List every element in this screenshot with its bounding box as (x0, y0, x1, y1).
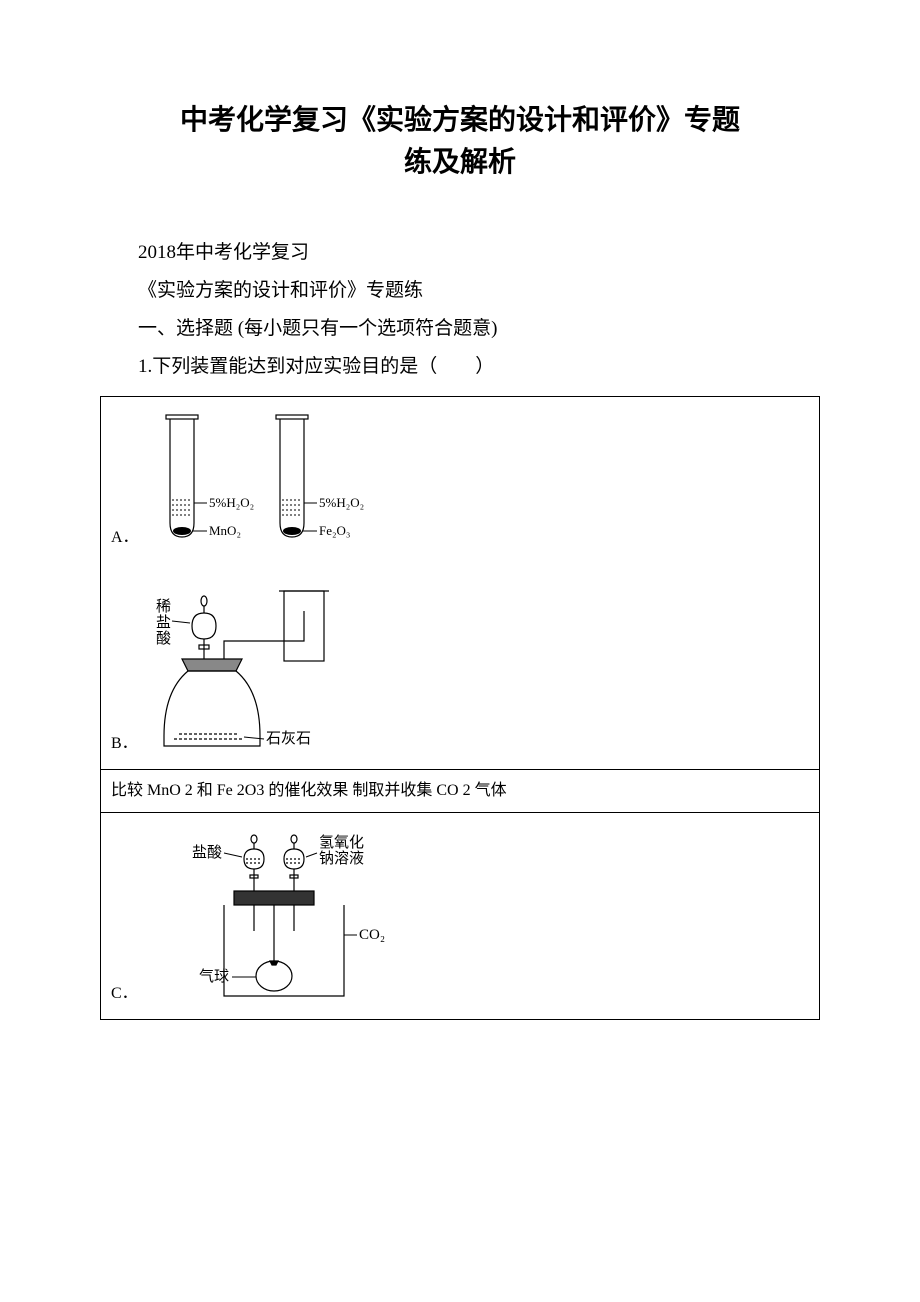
option-b-cell: B． (101, 563, 819, 769)
b-solid-label: 石灰石 (266, 730, 311, 747)
c-gas-label: CO₂ (359, 927, 385, 943)
c-left-label: 盐酸 (192, 844, 222, 861)
tube2-liquid-label: 5%H₂O₂ (319, 495, 364, 510)
caption-text: 比较 MnO 2 和 Fe 2O3 的催化效果 制取并收集 CO 2 气体 (111, 782, 507, 799)
b-reagent-3: 酸 (156, 630, 171, 647)
option-a-label: A． (111, 525, 139, 555)
c-right-label-2: 钠溶液 (319, 850, 364, 867)
b-reagent-2: 盐 (156, 614, 171, 631)
options-table: A． 5%H₂O₂ Mn (100, 396, 820, 1020)
intro-line-2: 《实验方案的设计和评价》专题练 (100, 272, 820, 310)
intro-line-4: 1.下列装置能达到对应实验目的是（ ） (100, 348, 820, 386)
c-balloon-label: 气球 (199, 968, 229, 985)
option-b-diagram: 稀 盐 酸 石灰石 (144, 571, 404, 761)
option-c-cell: C． (101, 812, 819, 1019)
title-line-1: 中考化学复习《实验方案的设计和评价》专题 (180, 105, 740, 136)
option-c-diagram: 盐酸 氢氧化 钠溶液 CO₂ 气球 (144, 821, 444, 1011)
intro-line-1: 2018年中考化学复习 (100, 234, 820, 272)
caption-row: 比较 MnO 2 和 Fe 2O3 的催化效果 制取并收集 CO 2 气体 (101, 769, 819, 812)
intro-line-3: 一、选择题 (每小题只有一个选项符合题意) (100, 310, 820, 348)
option-b-label: B． (111, 731, 138, 761)
c-right-label-1: 氢氧化 (319, 834, 364, 851)
tube1-liquid-label: 5%H₂O₂ (209, 495, 254, 510)
tube1-solid-label: MnO₂ (209, 523, 241, 538)
title-line-2: 练及解析 (404, 147, 516, 178)
option-a-diagram: 5%H₂O₂ MnO₂ 5%H₂O₂ Fe₂O₃ (145, 405, 385, 555)
option-a-cell: A． 5%H₂O₂ Mn (101, 397, 819, 563)
option-c-label: C． (111, 981, 138, 1011)
b-reagent-1: 稀 (156, 598, 171, 615)
page-title: 中考化学复习《实验方案的设计和评价》专题 练及解析 (100, 100, 820, 184)
tube2-solid-label: Fe₂O₃ (319, 523, 350, 538)
